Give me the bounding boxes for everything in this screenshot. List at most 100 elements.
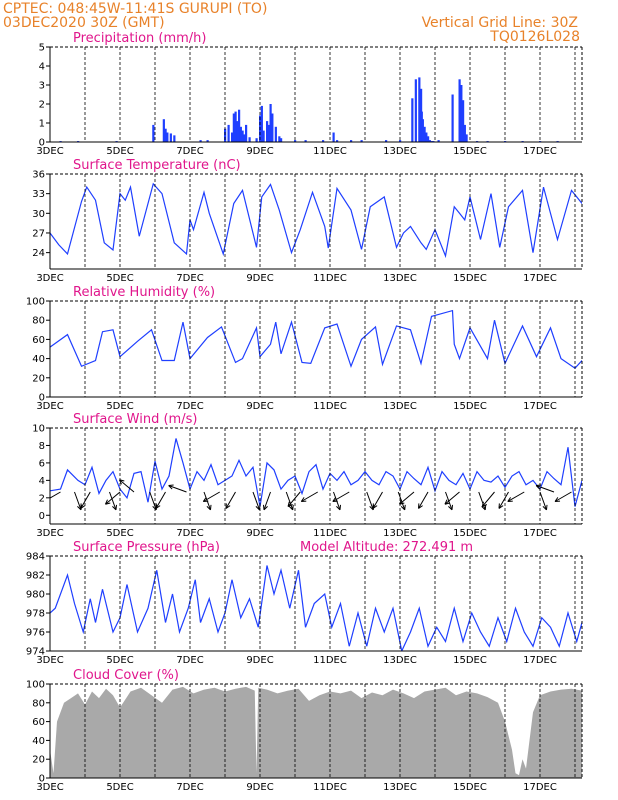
precip-bar <box>234 111 237 142</box>
precip-bar <box>164 128 167 142</box>
x-tick-label: 13DEC <box>383 273 417 284</box>
cloud-cover-data <box>50 686 582 778</box>
y-tick-label: 982 <box>26 571 45 582</box>
y-tick-label: 100 <box>26 680 45 691</box>
precip-bar <box>166 132 169 142</box>
y-tick-label: 4 <box>39 476 45 487</box>
wind-arrow <box>397 491 406 511</box>
wind-line <box>50 438 582 507</box>
precip-bar <box>428 140 431 142</box>
precip-bar <box>271 113 274 142</box>
y-tick-label: 10 <box>32 424 45 435</box>
y-tick-label: 33 <box>32 189 45 200</box>
precip-bar <box>255 138 258 142</box>
precip-bar <box>304 140 307 142</box>
precip-bar <box>267 124 270 142</box>
y-tick-label: 27 <box>32 228 45 239</box>
precip-bar <box>437 140 440 142</box>
pressure-title: Surface Pressure (hPa) <box>73 540 220 555</box>
y-tick-label: 5 <box>39 43 45 54</box>
precip-bar <box>245 124 248 142</box>
x-tick-label: 17DEC <box>523 528 557 539</box>
precip-bar <box>239 126 242 142</box>
x-tick-label: 3DEC <box>36 528 63 539</box>
precip-bar <box>458 79 461 142</box>
precip-bar <box>274 126 277 142</box>
y-tick-label: 40 <box>32 354 45 365</box>
x-tick-label: 7DEC <box>176 146 203 157</box>
humidity-panel: 3DEC 5DEC 7DEC 9DEC 11DEC 13DEC 15DEC 17DEC 0 20 4… <box>26 285 583 412</box>
wind-arrow <box>478 491 487 511</box>
cloud-cover-panel: 3DEC 5DEC 7DEC 9DEC 11DEC 13DEC 15DEC 17DEC 0 20 4… <box>26 668 583 793</box>
y-tick-label: 60 <box>32 717 45 728</box>
cloud-area <box>50 686 582 778</box>
wind-arrow <box>202 491 220 502</box>
x-tick-label: 7DEC <box>176 782 203 793</box>
y-tick-label: 24 <box>32 248 45 259</box>
y-tick-label: 4 <box>39 62 45 73</box>
temperature-panel: 3DEC 5DEC 7DEC 9DEC 11DEC 13DEC 15DEC 17DEC 24 27… <box>32 158 583 284</box>
x-tick-label: 15DEC <box>453 528 487 539</box>
cloud-cover-title: Cloud Cover (%) <box>73 668 179 683</box>
pressure-data <box>50 565 582 651</box>
x-tick-label: 15DEC <box>453 401 487 412</box>
x-tick-label: 9DEC <box>246 782 273 793</box>
wind-arrow <box>109 491 117 511</box>
wind-arrow <box>418 491 429 509</box>
x-tick-label: 17DEC <box>523 146 557 157</box>
y-tick-label: 100 <box>26 297 45 308</box>
x-tick-label: 5DEC <box>106 782 133 793</box>
wind-arrow <box>285 491 294 511</box>
wind-title: Surface Wind (m/s) <box>73 412 197 427</box>
precip-bar <box>162 119 165 142</box>
wind-arrow <box>263 491 271 511</box>
y-tick-label: 0 <box>39 138 45 149</box>
y-tick-label: 36 <box>32 170 45 181</box>
precip-bar <box>421 119 424 142</box>
x-tick-label: 5DEC <box>106 401 133 412</box>
x-tick-label: 3DEC <box>36 401 63 412</box>
wind-arrow <box>168 484 187 493</box>
x-tick-label: 17DEC <box>523 401 557 412</box>
wind-arrow <box>554 491 572 502</box>
y-tick-label: 6 <box>39 458 45 469</box>
x-tick-label: 7DEC <box>176 401 203 412</box>
precip-bar <box>414 79 417 142</box>
y-tick-label: 0 <box>39 511 45 522</box>
x-tick-label: 9DEC <box>246 146 273 157</box>
x-tick-label: 3DEC <box>36 146 63 157</box>
precip-bar <box>227 124 230 142</box>
precip-bar <box>451 94 454 142</box>
wind-arrow <box>481 491 495 508</box>
y-tick-label: 80 <box>32 698 45 709</box>
y-tick-label: 3 <box>39 81 45 92</box>
precip-bar <box>238 109 241 142</box>
x-tick-label: 13DEC <box>383 401 417 412</box>
wind-arrow <box>498 491 509 509</box>
pressure-line <box>50 565 582 651</box>
precip-bar <box>460 85 463 142</box>
x-tick-label: 7DEC <box>176 655 203 666</box>
precip-bar <box>465 134 468 142</box>
y-tick-label: 40 <box>32 736 45 747</box>
precip-bar <box>399 140 402 142</box>
wind-data <box>50 438 582 511</box>
precip-bar <box>266 121 269 142</box>
wind-arrow <box>398 491 415 505</box>
panels: 3DEC 5DEC 7DEC 9DEC 11DEC 13DEC 15DEC 17DEC0123… <box>26 31 583 793</box>
wind-arrow <box>507 491 525 502</box>
y-tick-label: 30 <box>32 209 45 220</box>
wind-arrow <box>535 484 555 493</box>
precip-bar <box>418 77 421 142</box>
x-tick-label: 11DEC <box>313 782 347 793</box>
x-tick-label: 11DEC <box>313 146 347 157</box>
y-tick-label: 976 <box>26 628 45 639</box>
x-tick-label: 15DEC <box>453 655 487 666</box>
precip-bar <box>224 128 227 142</box>
y-tick-label: 1 <box>39 119 45 130</box>
x-tick-label: 13DEC <box>383 146 417 157</box>
precip-bar <box>241 130 244 142</box>
x-tick-label: 11DEC <box>313 655 347 666</box>
humidity-line <box>50 309 582 369</box>
